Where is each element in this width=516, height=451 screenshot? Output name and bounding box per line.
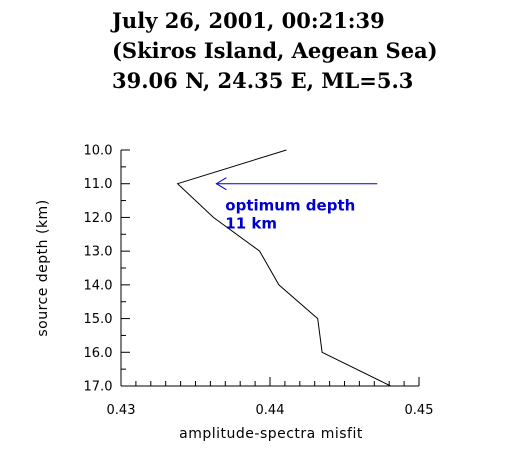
series-line (176, 149, 391, 387)
y-tick-label: 14.0 (84, 278, 113, 293)
y-tick-label: 11.0 (84, 177, 113, 192)
y-tick-label: 16.0 (84, 346, 113, 361)
title-location-line: (Skiros Island, Aegean Sea) (112, 38, 438, 63)
y-axis-label: source depth (km) (35, 199, 51, 336)
y-tick-label: 10.0 (84, 144, 113, 159)
axes (120, 150, 419, 387)
x-tick-label: 0.44 (256, 403, 285, 418)
annotation-text-line2: 11 km (225, 215, 277, 233)
x-tick-label: 0.43 (107, 403, 136, 418)
title-date-line: July 26, 2001, 00:21:39 (112, 8, 385, 33)
x-axis-label: amplitude-spectra misfit (179, 426, 363, 442)
y-tick-label: 15.0 (84, 312, 113, 327)
x-tick-label: 0.45 (405, 403, 434, 418)
ticks: 10.0 11.0 12.0 13.0 14.0 15.0 16.0 17.0 0.43 0.44… (84, 144, 434, 419)
y-tick-label: 12.0 (84, 211, 113, 226)
series (176, 149, 391, 387)
chart-title: July 26, 2001, 00:21:39 (Skiros Island, … (112, 6, 438, 96)
annotation-text-line1: optimum depth (225, 197, 355, 215)
y-tick-label: 17.0 (84, 380, 113, 395)
title-coordinates-line: 39.06 N, 24.35 E, ML=5.3 (112, 68, 414, 93)
y-tick-label: 13.0 (84, 245, 113, 260)
annotation-arrow-head (215, 177, 227, 191)
